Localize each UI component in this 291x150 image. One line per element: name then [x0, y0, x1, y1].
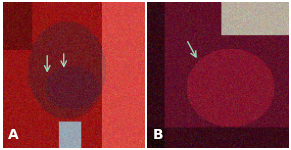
- Text: A: A: [8, 128, 19, 142]
- Text: B: B: [152, 128, 163, 142]
